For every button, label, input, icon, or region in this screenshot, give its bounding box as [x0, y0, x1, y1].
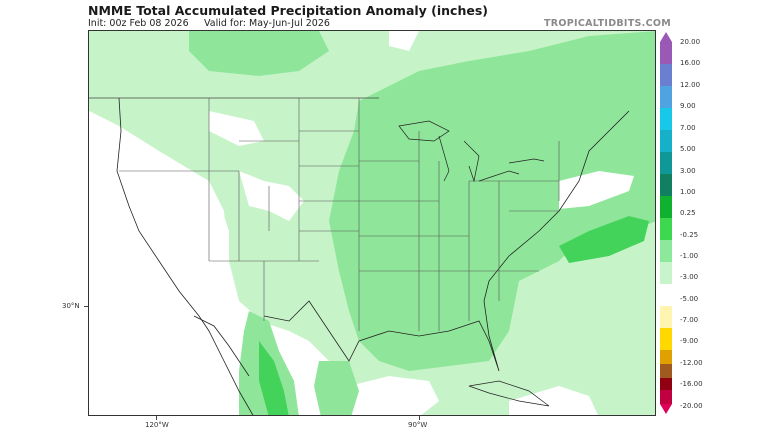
colorbar-label: 3.00	[680, 167, 696, 175]
colorbar-label: 20.00	[680, 38, 701, 46]
colorbar-label: 16.00	[680, 59, 701, 67]
precip-anomaly-map	[89, 31, 655, 415]
lon-label-120w: 120°W	[145, 421, 169, 429]
colorbar-label: 7.00	[680, 124, 696, 132]
colorbar-label: -7.00	[680, 316, 699, 324]
colorbar-label: -9.00	[680, 337, 699, 345]
colorbar-label: 12.00	[680, 81, 701, 89]
colorbar-label: -0.25	[680, 231, 699, 239]
lon-tick-120w	[156, 416, 157, 420]
colorbar-label: 0.25	[680, 209, 696, 217]
colorbar-label: -5.00	[680, 295, 699, 303]
chart-title: NMME Total Accumulated Precipitation Ano…	[88, 3, 488, 18]
colorbar-label: 1.00	[680, 188, 696, 196]
anomaly-mid-region	[559, 216, 649, 263]
watermark: TROPICALTIDBITS.COM	[544, 18, 671, 29]
colorbar-label: 5.00	[680, 145, 696, 153]
anomaly-light-region	[329, 31, 655, 371]
lon-tick-90w	[419, 416, 420, 420]
lon-label-90w: 90°W	[408, 421, 428, 429]
colorbar-label: -16.00	[680, 380, 703, 388]
colorbar-label: -3.00	[680, 273, 699, 281]
colorbar-label: -20.00	[680, 402, 703, 410]
colorbar	[660, 32, 672, 414]
lat-label-30n: 30°N	[62, 302, 80, 310]
colorbar-label: -1.00	[680, 252, 699, 260]
map-panel	[88, 30, 656, 416]
colorbar-label: -12.00	[680, 359, 703, 367]
colorbar-label: 9.00	[680, 102, 696, 110]
lat-tick	[84, 306, 88, 307]
init-time: Init: 00z Feb 08 2026	[88, 18, 189, 29]
valid-period: Valid for: May-Jun-Jul 2026	[204, 18, 330, 29]
